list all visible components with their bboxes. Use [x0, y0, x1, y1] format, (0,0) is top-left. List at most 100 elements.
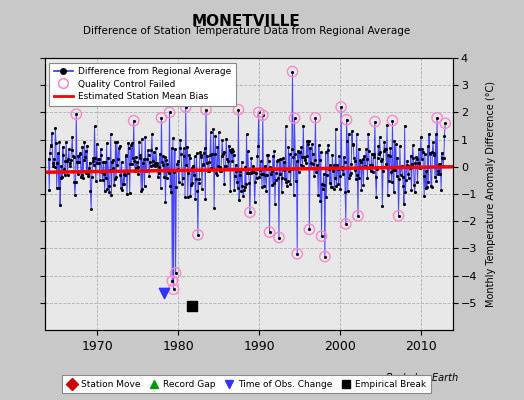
Point	[149, 158, 158, 164]
Point	[425, 131, 433, 137]
Point	[263, 172, 271, 178]
Point	[414, 146, 423, 152]
Point	[435, 171, 444, 177]
Point	[122, 153, 130, 159]
Point	[440, 155, 448, 162]
Point	[45, 187, 53, 193]
Point	[117, 159, 126, 165]
Point	[286, 151, 294, 157]
Point	[301, 154, 310, 160]
Point	[353, 172, 362, 178]
Point	[143, 167, 151, 174]
Point	[266, 164, 275, 170]
Point	[232, 162, 240, 168]
Point	[227, 149, 235, 156]
Point	[304, 137, 313, 144]
Point	[216, 168, 224, 174]
Point	[80, 139, 89, 146]
Point	[373, 166, 381, 172]
Point	[236, 168, 244, 174]
Point	[190, 172, 198, 178]
Point	[367, 168, 375, 174]
Point	[45, 156, 53, 162]
Point	[241, 184, 249, 190]
Point	[372, 194, 380, 200]
Point	[235, 197, 243, 203]
Point	[192, 176, 200, 182]
Point	[87, 206, 95, 212]
Point	[353, 131, 361, 138]
Point	[257, 158, 265, 165]
Point	[305, 226, 313, 232]
Point	[322, 194, 331, 200]
Point	[361, 163, 369, 169]
Point	[165, 170, 173, 177]
Point	[438, 150, 446, 156]
Point	[440, 133, 449, 139]
Point	[211, 133, 220, 139]
Point	[279, 155, 287, 162]
Point	[427, 183, 435, 190]
Point	[271, 201, 279, 207]
Point	[399, 182, 408, 189]
Point	[380, 139, 389, 146]
Point	[243, 170, 252, 176]
Point	[136, 155, 144, 161]
Point	[398, 163, 406, 169]
Point	[106, 167, 114, 173]
Point	[441, 120, 450, 126]
Point	[260, 183, 268, 190]
Point	[189, 162, 198, 169]
Point	[119, 181, 127, 187]
Point	[92, 140, 101, 147]
Point	[265, 158, 273, 165]
Point	[50, 164, 59, 170]
Point	[335, 173, 344, 180]
Point	[111, 139, 119, 146]
Point	[248, 168, 257, 174]
Point	[337, 104, 345, 110]
Point	[82, 148, 90, 155]
Point	[127, 142, 135, 148]
Point	[370, 151, 378, 157]
Point	[137, 188, 145, 194]
Point	[407, 152, 415, 159]
Point	[307, 165, 315, 172]
Point	[113, 139, 121, 146]
Point	[52, 140, 60, 147]
Point	[226, 188, 235, 194]
Point	[132, 165, 140, 171]
Point	[393, 154, 401, 161]
Point	[359, 181, 368, 188]
Point	[169, 135, 177, 142]
Point	[98, 169, 106, 176]
Point	[186, 193, 194, 200]
Point	[432, 131, 440, 137]
Point	[230, 186, 238, 193]
Point	[304, 141, 312, 147]
Point	[129, 118, 138, 124]
Point	[412, 154, 420, 160]
Point	[330, 186, 339, 192]
Point	[103, 185, 112, 192]
Point	[258, 112, 267, 118]
Point	[138, 185, 147, 192]
Point	[158, 158, 166, 165]
Point	[285, 168, 293, 174]
Point	[212, 170, 220, 176]
Point	[205, 158, 214, 165]
Point	[365, 165, 374, 171]
Point	[176, 144, 184, 151]
Point	[75, 151, 84, 157]
Point	[316, 198, 324, 204]
Point	[309, 151, 317, 157]
Point	[49, 163, 58, 170]
Point	[384, 152, 392, 158]
Point	[256, 166, 264, 173]
Point	[101, 158, 110, 165]
Point	[219, 151, 227, 157]
Point	[199, 161, 207, 167]
Point	[342, 116, 351, 123]
Point	[206, 129, 215, 136]
Point	[214, 162, 222, 169]
